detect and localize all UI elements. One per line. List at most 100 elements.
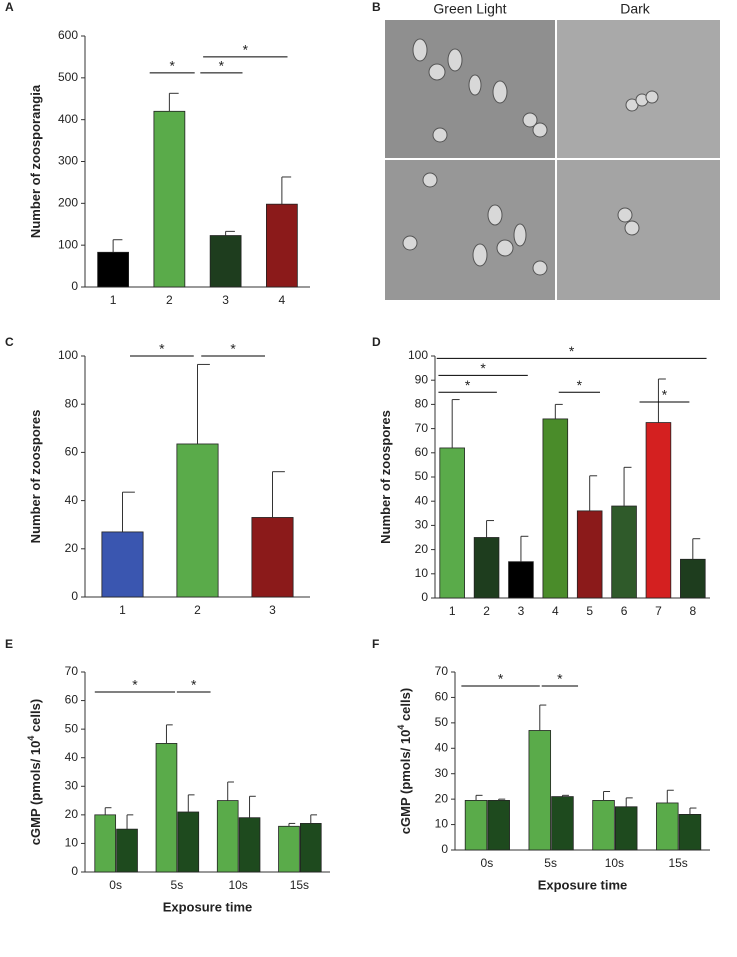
- x-tick-label: 4: [279, 293, 286, 307]
- panel-label: A: [5, 0, 14, 14]
- x-tick-label: 5s: [171, 878, 184, 892]
- y-axis-title: Number of zoospores: [28, 410, 43, 544]
- bar: [656, 802, 679, 851]
- error-bar: [475, 794, 483, 801]
- x-tick-label: 3: [269, 603, 276, 617]
- bar: [176, 443, 219, 598]
- error-bar: [187, 794, 195, 812]
- error-bar: [589, 475, 598, 511]
- error-bar: [225, 230, 235, 236]
- error-bar: [666, 789, 674, 803]
- x-tick-label: 7: [655, 604, 662, 618]
- y-axis-title: cGMP (pmols/ 104 cells): [26, 699, 43, 845]
- y-tick-label: 0: [71, 279, 78, 293]
- y-tick-label: 50: [65, 721, 79, 735]
- y-tick-label: 100: [58, 348, 78, 362]
- y-tick-label: 300: [58, 154, 78, 168]
- y-tick-label: 400: [58, 112, 78, 126]
- chart-panel: E 0 10 20 30 40 50 60 70 cGMP (pmols/ 104 cells) E…: [5, 637, 330, 914]
- significance-label: *: [243, 42, 249, 58]
- error-bar: [310, 814, 318, 824]
- error-bar: [168, 92, 179, 112]
- x-tick-label: 6: [621, 604, 628, 618]
- x-axis-title: Exposure time: [538, 877, 628, 892]
- y-tick-label: 10: [65, 836, 79, 850]
- significance-label: *: [480, 360, 486, 376]
- x-tick-label: 15s: [290, 878, 309, 892]
- y-axis-title-part: cGMP (pmols/ 10: [28, 741, 43, 846]
- error-bar: [288, 822, 296, 827]
- x-tick-label: 2: [166, 293, 173, 307]
- y-tick-label: 200: [58, 196, 78, 210]
- bar: [528, 730, 552, 851]
- significance-label: *: [230, 341, 236, 357]
- x-tick-label: 15s: [668, 856, 687, 870]
- x-tick-label: 8: [689, 604, 696, 618]
- bar: [678, 814, 702, 851]
- error-bar: [272, 471, 285, 518]
- error-bar: [623, 466, 632, 507]
- y-tick-label: 100: [58, 237, 78, 251]
- x-tick-label: 5s: [544, 856, 557, 870]
- significance-label: *: [498, 671, 504, 687]
- x-tick-label: 1: [119, 603, 126, 617]
- y-tick-label: 60: [415, 445, 429, 459]
- x-tick-label: 2: [483, 604, 490, 618]
- error-bar: [227, 781, 234, 801]
- bar: [576, 510, 603, 599]
- y-tick-label: 30: [435, 766, 449, 780]
- y-tick-label: 50: [415, 469, 429, 483]
- bar: [278, 825, 300, 873]
- x-tick-label: 1: [110, 293, 117, 307]
- y-tick-label: 0: [71, 589, 78, 603]
- cells: [402, 38, 659, 276]
- panel-label: E: [5, 637, 13, 651]
- y-axis-title-part: 4: [396, 725, 406, 730]
- y-tick-label: 100: [408, 348, 428, 362]
- y-tick-label: 80: [415, 397, 429, 411]
- x-tick-label: 10s: [605, 856, 624, 870]
- error-bar: [197, 363, 210, 444]
- significance-label: *: [557, 671, 563, 687]
- y-tick-label: 40: [65, 750, 79, 764]
- panel-label: C: [5, 335, 14, 349]
- y-tick-label: 50: [435, 715, 449, 729]
- error-bar: [281, 176, 292, 205]
- significance-label: *: [169, 58, 175, 74]
- bar: [238, 817, 261, 873]
- significance-label: *: [662, 387, 668, 403]
- y-tick-label: 20: [65, 807, 79, 821]
- column-label: Green Light: [433, 1, 506, 17]
- significance-label: *: [159, 341, 165, 357]
- bar: [116, 828, 138, 873]
- error-bar: [603, 791, 611, 801]
- significance-label: *: [219, 58, 225, 74]
- x-tick-label: 3: [518, 604, 525, 618]
- error-bar: [625, 797, 633, 807]
- y-axis-title: Number of zoospores: [378, 410, 393, 544]
- y-tick-label: 70: [65, 664, 79, 678]
- bar: [97, 251, 129, 288]
- y-tick-label: 70: [435, 664, 449, 678]
- significance-label: *: [132, 677, 138, 693]
- y-axis-title-part: cGMP (pmols/ 10: [398, 730, 413, 835]
- x-tick-label: 2: [194, 603, 201, 617]
- error-bar: [689, 807, 697, 815]
- bar: [680, 558, 706, 599]
- bar: [464, 800, 488, 851]
- significance-label: *: [577, 377, 583, 393]
- column-label: Dark: [620, 1, 651, 17]
- error-bar: [126, 814, 134, 830]
- micrograph-image: [385, 160, 555, 300]
- bar: [266, 203, 298, 288]
- bar: [251, 517, 294, 598]
- y-tick-label: 60: [435, 690, 449, 704]
- y-tick-label: 500: [58, 70, 78, 84]
- significance-label: *: [465, 377, 471, 393]
- bar: [155, 743, 178, 873]
- y-tick-label: 90: [415, 372, 429, 386]
- y-axis-title: Number of zoosporangia: [28, 84, 43, 238]
- chart-panel: F 0 10 20 30 40 50 60 70 cGMP (pmols/ 104 cells) E…: [372, 637, 710, 892]
- y-axis-title-part: Number of zoospores: [378, 410, 393, 544]
- error-bar: [486, 520, 494, 538]
